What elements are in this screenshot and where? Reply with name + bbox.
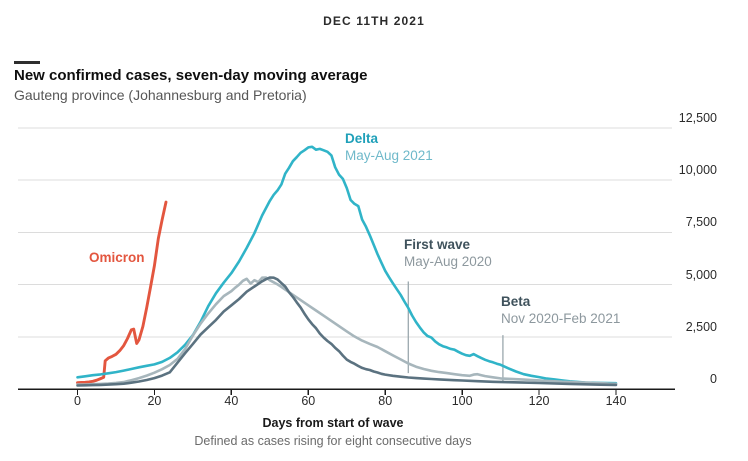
x-axis-tick-label: 140 [605,394,627,408]
y-axis-tick-label: 0 [710,372,717,386]
beta-series-sublabel: Nov 2020-Feb 2021 [501,311,621,326]
y-axis-tick-label: 12,500 [678,111,717,125]
date-header: DEC 11TH 2021 [323,14,425,28]
x-axis-tick-label: 120 [528,394,550,408]
x-axis-tick-label: 40 [224,394,239,408]
series-line-omicron [76,200,168,385]
series-line-delta [76,145,618,385]
delta-series-label: Delta [345,131,379,146]
title-tick-mark [14,61,40,64]
footnote: Defined as cases rising for eight consec… [194,434,472,448]
delta-series-sublabel: May-Aug 2021 [345,148,433,163]
x-axis-tick-label: 100 [451,394,473,408]
first-wave-series-label: First wave [404,237,471,252]
x-axis-tick-label: 20 [147,394,162,408]
omicron-series-label: Omicron [89,250,145,265]
beta-series-label: Beta [501,294,531,309]
x-axis-title: Days from start of wave [262,416,404,430]
first-wave-series-sublabel: May-Aug 2020 [404,254,492,269]
y-axis-tick-label: 10,000 [678,163,717,178]
chart-subtitle: Gauteng province (Johannesburg and Preto… [14,87,307,103]
series-line-first-wave [76,276,618,386]
y-axis-tick-label: 2,500 [685,319,717,334]
chart-title: New confirmed cases, seven-day moving av… [14,67,368,84]
x-axis-tick-label: 80 [378,394,393,408]
x-axis-tick-label: 60 [301,394,316,408]
x-axis-tick-label: 0 [74,394,81,408]
y-axis-tick-label: 5,000 [685,267,717,282]
series-line-beta [76,276,618,387]
y-axis-tick-label: 7,500 [685,215,717,230]
